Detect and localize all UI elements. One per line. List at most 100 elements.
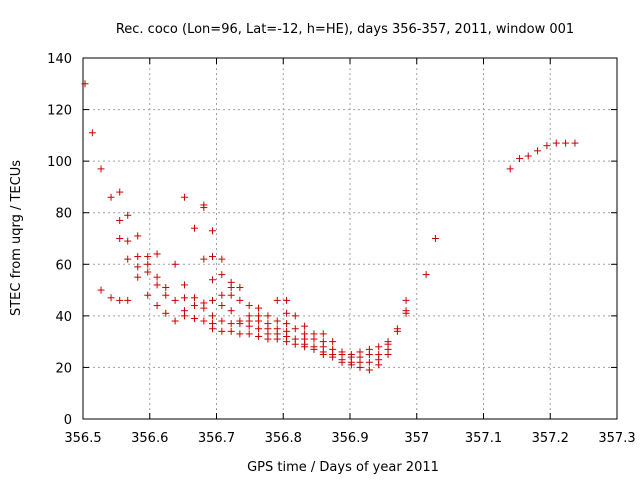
data-point-marker <box>116 188 124 196</box>
data-point-marker <box>236 296 244 304</box>
data-point-marker <box>255 317 263 325</box>
data-point-marker <box>227 307 235 315</box>
y-tick-label: 120 <box>47 104 72 119</box>
data-point-marker <box>273 335 281 343</box>
data-point-marker <box>124 237 132 245</box>
data-point-marker <box>329 353 337 361</box>
data-point-marker <box>180 312 188 320</box>
x-tick-label: 357.3 <box>598 431 635 446</box>
data-point-marker <box>255 304 263 312</box>
data-point-marker <box>208 227 216 235</box>
data-point-marker <box>402 309 410 317</box>
data-point-marker <box>283 296 291 304</box>
x-tick-label: 356.9 <box>331 431 368 446</box>
data-point-marker <box>134 253 142 261</box>
data-point-marker <box>107 193 115 201</box>
data-point-marker <box>208 325 216 333</box>
data-point-marker <box>218 291 226 299</box>
data-point-marker <box>255 332 263 340</box>
data-point-marker <box>245 322 253 330</box>
data-point-marker <box>283 309 291 317</box>
data-point-marker <box>218 327 226 335</box>
x-axis-tick-labels: 356.5 356.6 356.7 356.8 356.9 357 357.1 357.2 35… <box>64 431 635 446</box>
data-point-marker <box>81 80 89 88</box>
data-point-marker <box>365 366 373 374</box>
data-point-marker <box>208 296 216 304</box>
data-point-marker <box>283 338 291 346</box>
data-point-marker <box>273 317 281 325</box>
grid-lines <box>83 58 617 419</box>
y-axis-tick-labels: 0 20 40 60 80 100 120 140 <box>47 52 72 428</box>
data-point-marker <box>365 358 373 366</box>
data-point-marker <box>375 361 383 369</box>
data-point-marker <box>162 283 170 291</box>
data-point-marker <box>208 276 216 284</box>
data-point-marker <box>338 358 346 366</box>
axis-ticks <box>82 57 618 420</box>
data-point-marker <box>384 351 392 359</box>
chart-title: Rec. coco (Lon=96, Lat=-12, h=HE), days … <box>116 22 574 37</box>
data-point-marker <box>200 317 208 325</box>
data-point-marker <box>153 250 161 258</box>
data-point-marker <box>218 271 226 279</box>
data-point-marker <box>134 232 142 240</box>
data-point-marker <box>190 302 198 310</box>
data-point-marker <box>245 330 253 338</box>
data-point-marker <box>153 273 161 281</box>
data-point-marker <box>116 235 124 242</box>
data-point-marker <box>506 165 514 173</box>
data-point-marker <box>516 155 524 163</box>
data-point-marker <box>88 129 96 137</box>
data-point-marker <box>552 139 560 147</box>
data-point-marker <box>319 330 327 338</box>
data-point-marker <box>218 302 226 310</box>
data-point-marker <box>144 268 152 276</box>
data-point-marker <box>124 211 132 219</box>
y-tick-label: 60 <box>55 258 72 273</box>
data-point-marker <box>97 165 105 173</box>
data-point-marker <box>291 312 299 320</box>
y-axis-label: STEC from uqrg / TECUs <box>9 160 24 316</box>
data-point-marker <box>291 340 299 348</box>
data-point-marker <box>356 363 364 371</box>
x-tick-label: 357.1 <box>465 431 502 446</box>
data-point-marker <box>200 304 208 312</box>
data-point-marker <box>402 296 410 304</box>
data-point-marker <box>301 343 309 351</box>
data-point-marker <box>236 330 244 338</box>
y-tick-label: 140 <box>47 52 72 67</box>
data-point-marker <box>422 271 430 279</box>
x-tick-label: 356.6 <box>131 431 168 446</box>
data-point-marker <box>190 314 198 322</box>
data-point-marker <box>97 286 105 294</box>
data-point-marker <box>171 260 179 268</box>
data-point-marker <box>144 260 152 268</box>
data-point-marker <box>180 193 188 201</box>
x-tick-label: 357 <box>404 431 429 446</box>
data-point-marker <box>571 139 579 147</box>
data-point-marker <box>153 302 161 310</box>
data-point-marker <box>255 325 263 333</box>
data-point-marker <box>200 255 208 263</box>
data-point-marker <box>227 283 235 291</box>
data-point-marker <box>162 309 170 317</box>
data-point-marker <box>310 335 318 343</box>
data-point-marker <box>236 320 244 328</box>
y-tick-label: 100 <box>47 155 72 170</box>
data-point-marker <box>124 255 132 263</box>
x-tick-label: 357.2 <box>532 431 569 446</box>
data-point-marker <box>144 291 152 299</box>
data-point-marker <box>283 320 291 328</box>
data-point-marker <box>218 255 226 263</box>
data-point-marker <box>171 296 179 304</box>
data-point-marker <box>180 294 188 302</box>
data-point-marker <box>431 235 439 242</box>
data-point-marker <box>124 296 132 304</box>
data-point-marker <box>273 296 281 304</box>
data-point-marker <box>218 317 226 325</box>
x-axis-label: GPS time / Days of year 2011 <box>247 460 439 475</box>
data-point-marker <box>153 281 161 289</box>
data-point-marker <box>245 302 253 310</box>
data-point-marker <box>162 291 170 299</box>
data-point-marker <box>208 312 216 320</box>
